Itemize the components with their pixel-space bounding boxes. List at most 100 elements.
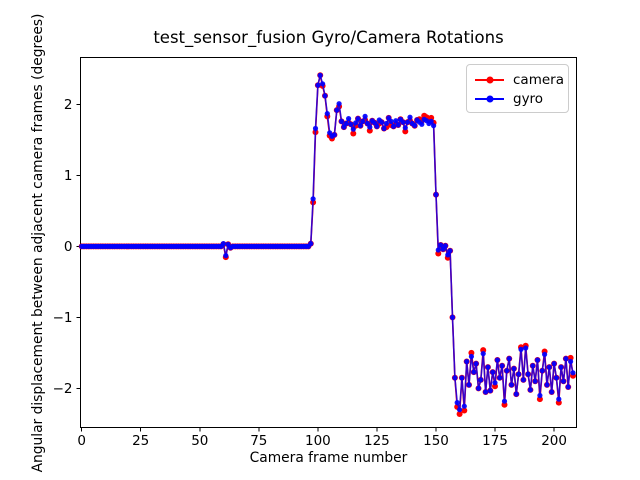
gyro-marker — [532, 378, 538, 384]
camera-marker — [350, 130, 357, 137]
gyro-marker — [320, 81, 326, 87]
y-tick-label: 1 — [64, 168, 73, 184]
x-tick-label: 25 — [132, 433, 149, 449]
gyro-marker — [407, 114, 413, 120]
gyro-marker — [405, 119, 411, 125]
gyro-marker — [516, 371, 522, 377]
gyro-line-sample-icon — [475, 95, 504, 102]
gyro-marker — [563, 356, 569, 362]
gyro-marker-icon — [486, 95, 493, 102]
gyro-marker — [508, 382, 515, 388]
gyro-marker — [518, 346, 524, 352]
gyro-marker — [220, 241, 226, 247]
gyro-marker — [350, 126, 356, 132]
gyro-marker — [367, 124, 373, 130]
gyro-marker — [468, 353, 474, 360]
gyro-marker — [553, 375, 560, 381]
x-tick-label: 200 — [541, 433, 567, 449]
gyro-marker — [560, 378, 567, 384]
gyro-marker — [459, 375, 465, 381]
gyro-marker — [357, 123, 363, 129]
gyro-marker — [497, 375, 503, 381]
gyro-marker — [336, 101, 342, 107]
gyro-marker — [353, 120, 359, 126]
y-tick-label: 2 — [64, 97, 73, 113]
gyro-marker — [431, 123, 437, 129]
gyro-marker — [570, 370, 576, 376]
gyro-marker — [464, 358, 470, 365]
axes-frame — [80, 57, 577, 428]
gyro-marker — [388, 118, 394, 124]
gyro-marker — [435, 247, 441, 253]
gyro-marker — [442, 243, 448, 249]
gyro-marker — [395, 122, 401, 128]
gyro-marker — [317, 72, 323, 78]
gyro-marker — [556, 396, 562, 402]
gyro-marker — [379, 119, 385, 125]
gyro-marker — [520, 377, 527, 383]
gyro-marker — [534, 357, 541, 363]
gyro-marker — [402, 125, 408, 131]
legend-label-gyro: gyro — [513, 90, 544, 107]
gyro-marker — [454, 400, 460, 406]
x-axis-label: Camera frame number — [249, 450, 408, 466]
gyro-marker — [322, 93, 328, 99]
gyro-marker — [343, 120, 349, 127]
gyro-marker — [315, 82, 321, 88]
camera-line-sample-icon — [475, 76, 504, 83]
gyro-marker — [381, 125, 387, 132]
gyro-marker — [473, 361, 479, 367]
camera-marker — [461, 407, 468, 414]
gyro-marker — [558, 364, 564, 370]
x-tick-label: 175 — [482, 433, 508, 449]
gyro-marker — [466, 382, 472, 388]
gyro-marker — [412, 123, 418, 129]
gyro-marker — [393, 118, 399, 124]
gyro-marker — [312, 125, 319, 132]
gyro-marker — [475, 385, 482, 391]
gyro-marker — [447, 248, 453, 254]
x-tick-label: 0 — [77, 433, 86, 449]
legend: camera gyro — [466, 64, 569, 113]
gyro-marker — [483, 389, 489, 395]
y-tick-label: −1 — [53, 310, 73, 326]
gyro-marker — [480, 351, 486, 357]
x-tick-label: 150 — [423, 433, 449, 449]
gyro-marker — [527, 387, 534, 393]
gyro-marker — [542, 351, 548, 357]
x-tick-label: 100 — [305, 433, 331, 449]
gyro-marker — [487, 388, 493, 394]
gyro-marker — [568, 358, 574, 365]
gyro-marker — [348, 121, 354, 127]
camera-marker-icon — [486, 76, 493, 83]
gyro-marker — [485, 364, 491, 370]
gyro-marker — [449, 314, 456, 320]
gyro-marker — [504, 368, 510, 374]
gyro-marker — [452, 375, 458, 381]
gyro-marker — [530, 363, 536, 369]
x-tick-label: 75 — [250, 433, 267, 449]
gyro-marker — [494, 357, 500, 363]
gyro-marker — [499, 363, 505, 369]
gyro-marker — [383, 120, 389, 127]
y-tick-label: 0 — [64, 239, 73, 255]
gyro-marker — [525, 371, 531, 377]
x-tick-label: 50 — [191, 433, 208, 449]
gyro-marker — [419, 121, 425, 127]
gyro-marker — [513, 391, 519, 397]
gyro-marker — [346, 116, 352, 122]
gyro-marker — [471, 369, 477, 375]
gyro-marker — [355, 116, 361, 122]
gyro-marker — [457, 407, 463, 413]
gyro-marker — [551, 361, 557, 367]
gyro-marker — [549, 389, 555, 395]
gyro-marker — [223, 253, 229, 259]
gyro-marker — [334, 107, 340, 113]
gyro-marker — [537, 392, 543, 399]
gyro-marker — [310, 196, 316, 202]
gyro-marker — [492, 380, 498, 386]
chart-title: test_sensor_fusion Gyro/Camera Rotations — [153, 28, 504, 47]
gyro-marker — [362, 113, 368, 119]
gyro-marker — [438, 242, 444, 248]
